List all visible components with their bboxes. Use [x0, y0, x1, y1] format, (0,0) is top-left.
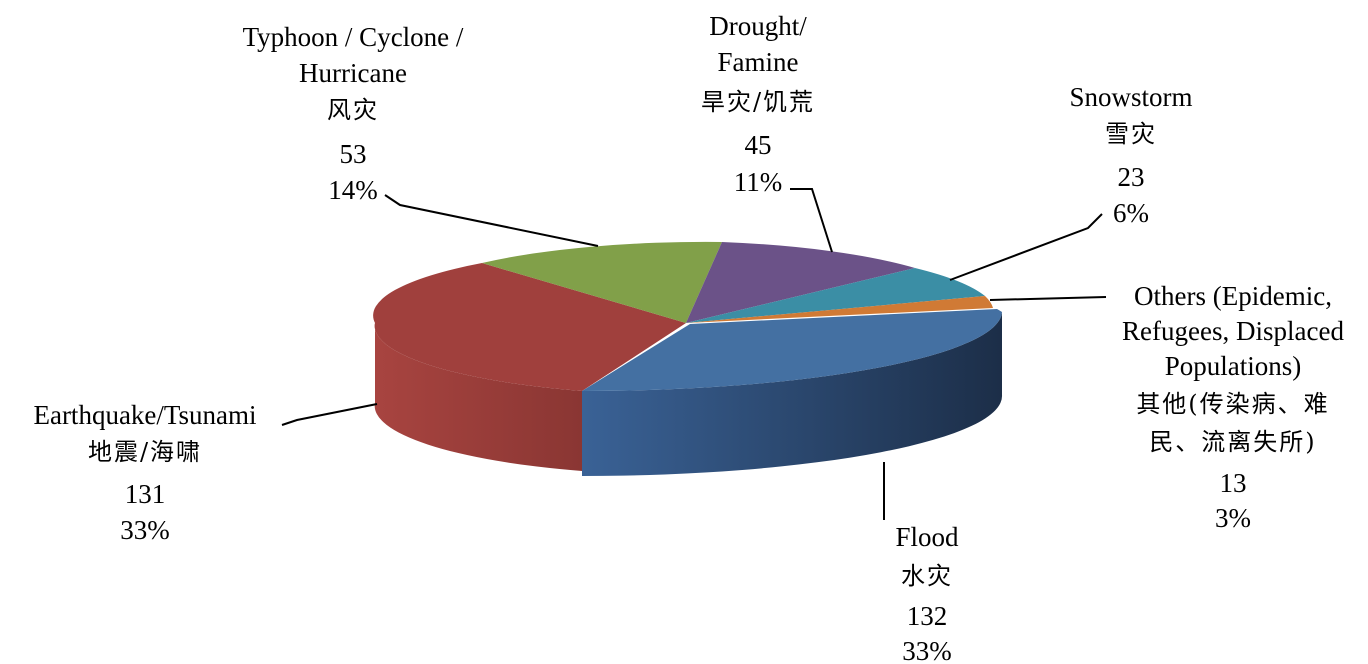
label-flood-name: Flood [895, 522, 959, 552]
leader-drought [790, 188, 833, 253]
label-drought-name-cn: 旱灾/饥荒 [701, 88, 815, 116]
label-others-value: 13 [1220, 468, 1247, 498]
leader-others [989, 296, 1107, 301]
label-typhoon-value: 53 [340, 139, 367, 169]
label-others-name-line-1: Others (Epidemic, [1134, 281, 1332, 311]
label-snowstorm-name: Snowstorm [1069, 82, 1192, 112]
label-flood: Flood 水灾 132 33% [895, 522, 959, 664]
label-typhoon-percent: 14% [328, 175, 378, 205]
label-others: Others (Epidemic, Refugees, Displaced Po… [1122, 281, 1344, 533]
label-earthquake-value: 131 [125, 479, 166, 509]
label-typhoon-name-line-2: Hurricane [299, 58, 407, 88]
slice-others [686, 296, 993, 323]
label-typhoon-name-line-1: Typhoon / Cyclone / [243, 22, 464, 52]
label-earthquake-percent: 33% [120, 515, 170, 545]
data-labels: Typhoon / Cyclone / Hurricane 风灾 53 14% … [33, 11, 1344, 664]
leader-earthquake [281, 403, 378, 426]
slice-typhoon [482, 241, 722, 323]
label-others-name-cn-line-1: 其他(传染病、难 [1136, 390, 1329, 418]
label-drought-name-line-2: Famine [718, 47, 799, 77]
pie-top-faces [373, 241, 1002, 391]
label-earthquake-name-cn: 地震/海啸 [88, 438, 202, 466]
label-others-name-cn-line-2: 民、流离失所) [1149, 428, 1316, 456]
leader-lines [281, 188, 1107, 520]
slice-snowstorm [686, 268, 985, 323]
label-typhoon-name-cn: 风灾 [327, 96, 379, 124]
earthquake-slice-side [374, 323, 582, 471]
label-others-name-line-3: Populations) [1165, 351, 1302, 381]
label-snowstorm-name-cn: 雪灾 [1105, 120, 1157, 148]
label-earthquake-name: Earthquake/Tsunami [33, 400, 256, 430]
flood-slice-side [582, 312, 1003, 476]
label-drought-value: 45 [745, 130, 772, 160]
label-snowstorm-percent: 6% [1113, 198, 1149, 228]
label-snowstorm-value: 23 [1118, 162, 1145, 192]
label-flood-percent: 33% [902, 636, 952, 664]
slice-drought [686, 242, 915, 323]
label-snowstorm: Snowstorm 雪灾 23 6% [1069, 82, 1192, 228]
label-drought-percent: 11% [734, 167, 783, 197]
label-others-percent: 3% [1215, 503, 1251, 533]
label-earthquake: Earthquake/Tsunami 地震/海啸 131 33% [33, 400, 256, 545]
label-flood-name-cn: 水灾 [901, 562, 953, 590]
slice-earthquake [373, 263, 686, 391]
label-typhoon: Typhoon / Cyclone / Hurricane 风灾 53 14% [243, 22, 464, 205]
label-others-name-line-2: Refugees, Displaced [1122, 316, 1344, 346]
slice-flood [582, 309, 1002, 391]
label-drought-name-line-1: Drought/ [709, 11, 807, 41]
leader-typhoon [384, 194, 599, 247]
pie-side-walls [374, 312, 1003, 476]
label-flood-value: 132 [907, 601, 948, 631]
label-drought: Drought/ Famine 旱灾/饥荒 45 11% [701, 11, 815, 197]
leader-snowstorm [949, 213, 1103, 281]
